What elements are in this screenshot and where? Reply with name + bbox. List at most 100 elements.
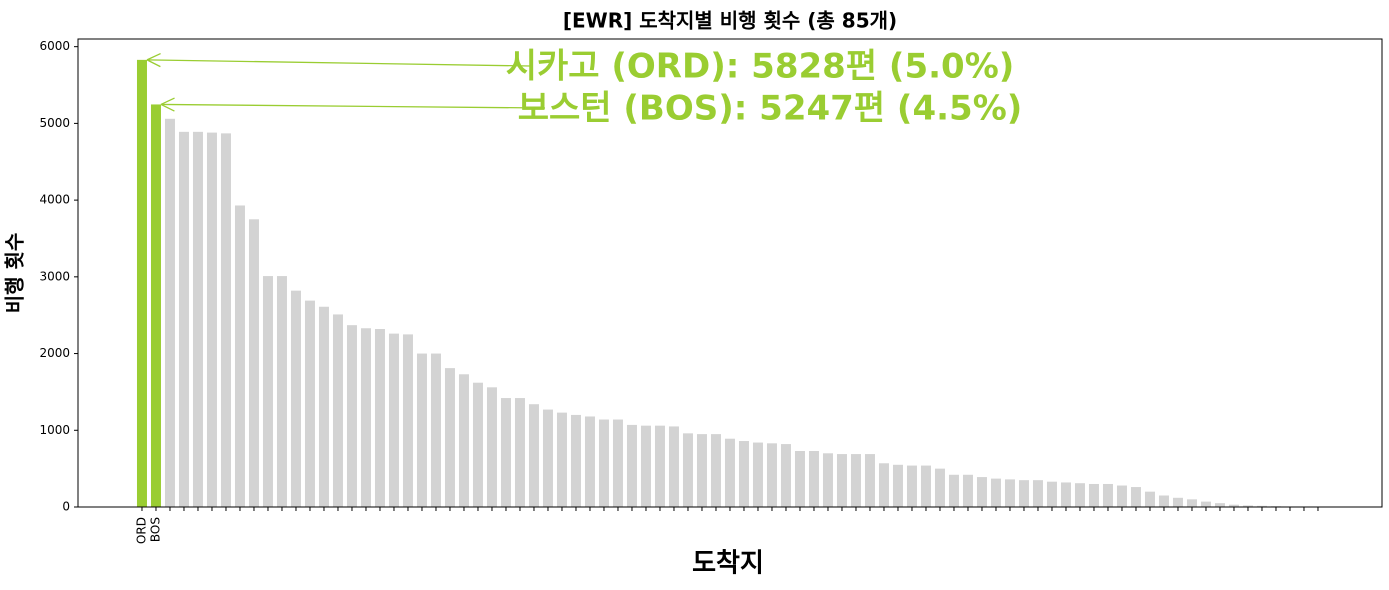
bar bbox=[906, 465, 917, 507]
arrow-head bbox=[160, 97, 175, 106]
bar bbox=[808, 450, 819, 507]
bar bbox=[164, 118, 175, 507]
annotation-arrow bbox=[146, 59, 531, 67]
arrow-head bbox=[146, 52, 161, 61]
bar bbox=[486, 387, 497, 507]
bar bbox=[640, 425, 651, 507]
bar bbox=[612, 419, 623, 507]
arrow-head bbox=[146, 59, 161, 68]
bar bbox=[1116, 485, 1127, 507]
bar bbox=[1130, 487, 1141, 507]
bar bbox=[276, 276, 287, 507]
y-tick-label: 6000 bbox=[39, 39, 70, 53]
bar bbox=[794, 450, 805, 507]
bar bbox=[752, 442, 763, 507]
bar bbox=[948, 474, 959, 507]
x-axis-label: 도착지 bbox=[692, 549, 764, 579]
bar bbox=[654, 425, 665, 507]
bar bbox=[724, 438, 735, 507]
bar bbox=[1004, 479, 1015, 507]
bar bbox=[1228, 504, 1239, 507]
bar bbox=[556, 412, 567, 507]
bar bbox=[542, 409, 553, 507]
bar bbox=[360, 328, 371, 507]
bar bbox=[304, 300, 315, 507]
x-tick-label: BOS bbox=[148, 517, 162, 542]
bar bbox=[584, 416, 595, 507]
y-axis-label: 비행 횟수 bbox=[3, 233, 27, 314]
bar bbox=[290, 290, 301, 507]
bar bbox=[1172, 497, 1183, 507]
bar bbox=[220, 133, 231, 507]
bar bbox=[766, 443, 777, 507]
bar bbox=[976, 477, 987, 507]
bar bbox=[962, 474, 973, 507]
x-tick-label: ORD bbox=[134, 517, 148, 544]
bar bbox=[388, 333, 399, 507]
y-tick-label: 1000 bbox=[39, 423, 70, 437]
bar bbox=[1186, 499, 1197, 507]
annotation-arrow bbox=[160, 103, 546, 109]
bar bbox=[682, 433, 693, 507]
y-tick-label: 0 bbox=[62, 500, 70, 514]
bar bbox=[990, 478, 1001, 507]
bar bbox=[402, 334, 413, 507]
bar bbox=[1102, 483, 1113, 507]
bar bbox=[696, 434, 707, 507]
bar bbox=[374, 329, 385, 507]
bar bbox=[1256, 505, 1267, 507]
bar bbox=[1074, 483, 1085, 507]
bar bbox=[710, 434, 721, 507]
bar bbox=[248, 219, 259, 507]
bar bbox=[822, 453, 833, 507]
bar bbox=[1214, 503, 1225, 507]
bar bbox=[430, 353, 441, 507]
y-tick-label: 4000 bbox=[39, 193, 70, 207]
bar bbox=[262, 276, 273, 507]
bar bbox=[500, 398, 511, 507]
bar bbox=[416, 353, 427, 507]
bar bbox=[864, 454, 875, 507]
bar bbox=[780, 444, 791, 507]
annotation: 시카고 (ORD): 5828편 (5.0%) bbox=[506, 47, 1015, 87]
chart-title: [EWR] 도착지별 비행 횟수 (총 85개) bbox=[563, 9, 897, 33]
bar bbox=[920, 465, 931, 507]
bar bbox=[332, 314, 343, 507]
y-tick-label: 3000 bbox=[39, 269, 70, 283]
bar bbox=[934, 468, 945, 507]
bar bbox=[346, 325, 357, 507]
bar bbox=[150, 104, 161, 508]
bar bbox=[1242, 505, 1253, 507]
bar bbox=[626, 424, 637, 507]
bar bbox=[570, 414, 581, 507]
bar bbox=[878, 463, 889, 507]
bar bbox=[458, 374, 469, 507]
y-tick-label: 2000 bbox=[39, 346, 70, 360]
bar bbox=[598, 419, 609, 507]
bar bbox=[1144, 491, 1155, 507]
bar bbox=[318, 306, 329, 507]
bar bbox=[1200, 501, 1211, 507]
bar bbox=[1158, 495, 1169, 507]
bar bbox=[668, 426, 679, 507]
bar bbox=[206, 132, 217, 507]
bar bbox=[528, 404, 539, 507]
bar bbox=[836, 454, 847, 507]
bar bbox=[1046, 481, 1057, 507]
bar bbox=[1032, 480, 1043, 507]
bar bbox=[192, 131, 203, 507]
bar bbox=[850, 454, 861, 507]
annotation: 보스턴 (BOS): 5247편 (4.5%) bbox=[518, 89, 1023, 129]
bar bbox=[1060, 482, 1071, 507]
bar bbox=[514, 398, 525, 507]
bar bbox=[178, 131, 189, 507]
bar bbox=[1018, 480, 1029, 507]
bar bbox=[1088, 483, 1099, 507]
bar bbox=[136, 59, 147, 508]
bar bbox=[444, 368, 455, 507]
plot-frame bbox=[77, 38, 1383, 508]
bar bbox=[738, 441, 749, 507]
bar bbox=[892, 464, 903, 507]
arrow-head bbox=[160, 103, 175, 112]
